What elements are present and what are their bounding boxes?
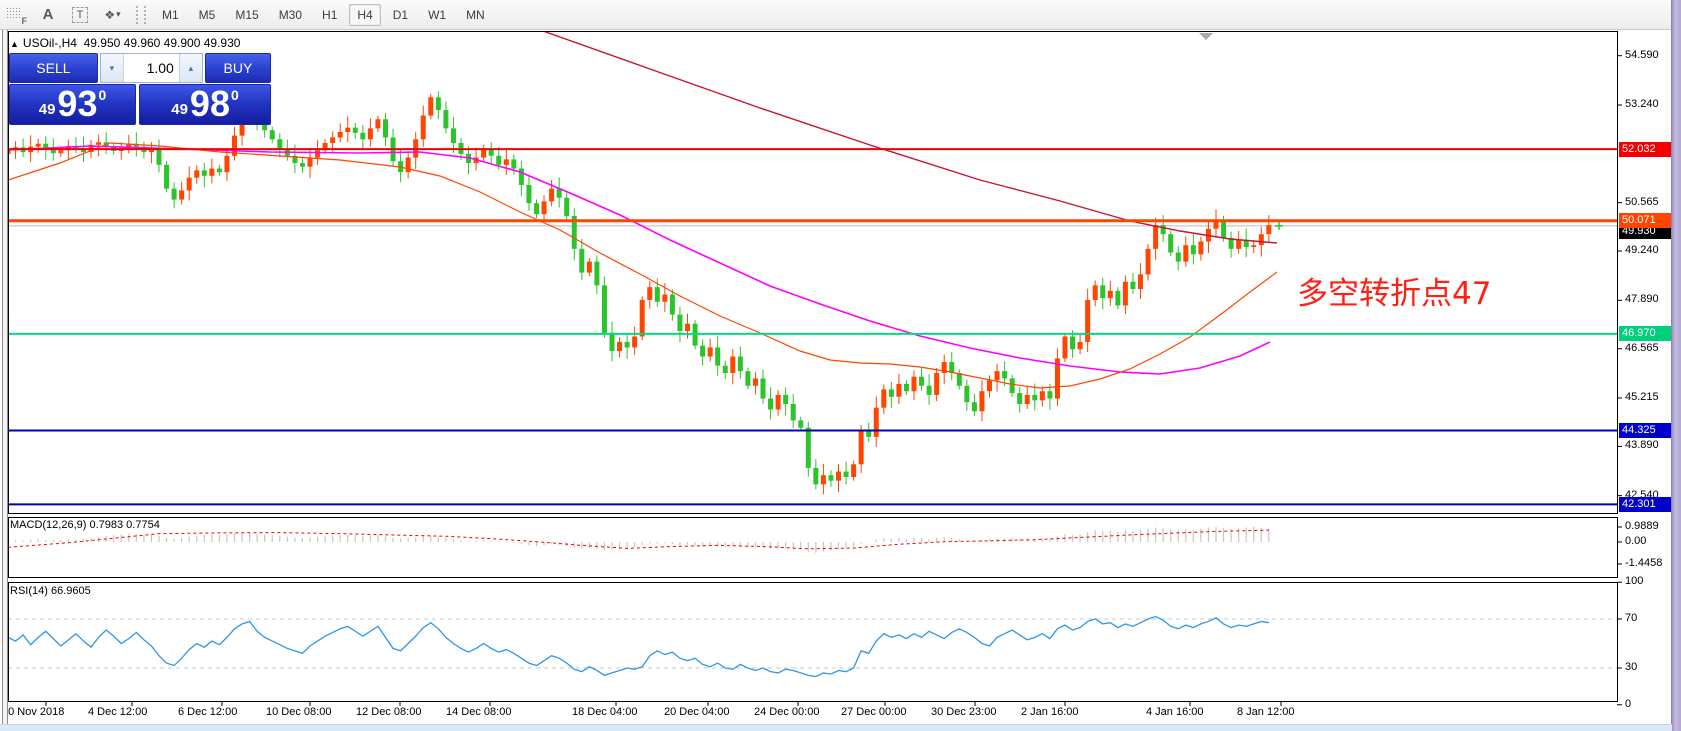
- date-axis-label: 30 Nov 2018: [2, 706, 65, 718]
- macd-label: MACD(12,26,9) 0.7983 0.7754: [10, 519, 160, 531]
- macd-frame: [8, 517, 1618, 578]
- macd-signal-line: [8, 529, 1269, 550]
- candlesticks: [8, 91, 1283, 495]
- price-badge-50.071: 50.071: [1619, 213, 1672, 229]
- date-axis-label: 30 Dec 23:00: [931, 706, 997, 718]
- rsi-line: [8, 615, 1269, 678]
- symbol-name: USOil-,H4: [22, 36, 77, 50]
- main-chart-frame: [8, 31, 1618, 514]
- date-axis-label: 24 Dec 00:00: [754, 706, 820, 718]
- price-axis-label: 47.890: [1625, 293, 1659, 306]
- price-badge-42.301: 42.301: [1619, 496, 1672, 512]
- chevron-down-icon: ▾: [116, 9, 120, 19]
- timeframe-button-D1[interactable]: D1: [392, 7, 409, 22]
- date-axis-label: 2 Jan 16:00: [1021, 706, 1079, 718]
- timeframe-button-M15[interactable]: M15: [235, 7, 259, 22]
- toolbar-drag-grip[interactable]: [136, 5, 146, 24]
- symbol-ohlc-quote: 49.950 49.960 49.900 49.930: [83, 36, 241, 50]
- price-axis-label: 50.565: [1625, 195, 1659, 208]
- buy-button[interactable]: BUY: [204, 53, 271, 83]
- rsi-axis-label: 100: [1625, 575, 1644, 588]
- annotation-text: 多空转折点47: [1297, 276, 1492, 312]
- sell-button[interactable]: SELL: [9, 53, 98, 83]
- date-axis-label: 12 Dec 08:00: [356, 706, 422, 718]
- symbol-title: ▲ USOil-,H4 49.950 49.960 49.900 49.930: [10, 36, 240, 50]
- collapse-panel-icon[interactable]: ▲: [10, 39, 19, 49]
- price-axis-label: 45.215: [1625, 390, 1659, 403]
- rsi-label: RSI(14) 66.9605: [10, 585, 91, 597]
- timeframe-button-M1[interactable]: M1: [162, 7, 179, 22]
- window-left-frame: [2, 30, 8, 724]
- timeframe-button-H1[interactable]: H1: [322, 7, 338, 22]
- rsi-axis-label: 0: [1625, 697, 1632, 710]
- price-badge-52.032: 52.032: [1619, 141, 1672, 157]
- buy-price-tile[interactable]: 49 98 0: [139, 84, 271, 125]
- text-box-icon[interactable]: T: [67, 3, 93, 27]
- price-axis-label: 49.240: [1625, 244, 1659, 257]
- toolbar: F A T ❖ ▾ M1 M5 M15 M30 H1 H4 D1 W1 MN: [0, 0, 1681, 30]
- sell-price-whole: 49: [38, 101, 56, 118]
- macd-axis-label: 0.00: [1625, 535, 1647, 547]
- objects-sort-icon[interactable]: ❖ ▾: [104, 7, 120, 22]
- buy-price-big-digits: 98: [189, 83, 230, 124]
- macd-axis-label: -1.4458: [1625, 556, 1663, 569]
- ma-slow-crimson: [542, 31, 1278, 244]
- date-axis-label: 4 Jan 16:00: [1146, 706, 1204, 718]
- timeframe-button-M30[interactable]: M30: [278, 7, 303, 22]
- volume-input[interactable]: 1.00: [123, 54, 179, 82]
- status-strip: [0, 724, 1672, 731]
- price-badge-44.325: 44.325: [1619, 422, 1672, 438]
- buy-price-whole: 49: [171, 101, 188, 118]
- timeframe-button-W1[interactable]: W1: [428, 7, 447, 22]
- date-axis-label: 20 Dec 04:00: [664, 706, 730, 718]
- rsi-frame: [8, 582, 1618, 702]
- price-axis-label: 54.590: [1625, 48, 1659, 61]
- macd-axis-label: 0.9889: [1625, 519, 1659, 532]
- volume-increase-button[interactable]: ▴: [178, 54, 202, 82]
- date-axis-label: 8 Jan 12:00: [1237, 706, 1295, 718]
- one-click-trading-panel: SELL ▾ 1.00 ▴ BUY 49 93 0 49 98 0: [9, 53, 271, 125]
- volume-stepper: ▾ 1.00 ▴: [99, 53, 203, 83]
- rsi-axis-label: 70: [1625, 612, 1638, 624]
- price-axis-label: 46.565: [1625, 341, 1659, 354]
- buy-price-pip: 0: [230, 87, 239, 103]
- date-axis-label: 27 Dec 00:00: [841, 706, 907, 718]
- ma-medium-magenta: [8, 145, 1271, 375]
- sell-price-big-digits: 93: [57, 83, 98, 124]
- sell-price-pip: 0: [98, 87, 107, 103]
- ma-fast-orange: [8, 142, 1278, 389]
- date-axis-label: 14 Dec 08:00: [446, 706, 512, 718]
- date-axis-label: 18 Dec 04:00: [572, 706, 638, 718]
- sell-price-tile[interactable]: 49 93 0: [9, 83, 137, 125]
- vertical-scrollbar[interactable]: [1671, 0, 1681, 731]
- timeframe-button-MN[interactable]: MN: [466, 7, 485, 22]
- date-axis-label: 10 Dec 08:00: [266, 706, 332, 718]
- date-axis-label: 6 Dec 12:00: [178, 706, 238, 718]
- volume-decrease-button[interactable]: ▾: [100, 54, 124, 82]
- price-axis-label: 53.240: [1625, 98, 1659, 110]
- price-badge-46.970: 46.970: [1619, 326, 1672, 342]
- timeframe-buttons: M1 M5 M15 M30 H1 H4 D1 W1 MN: [152, 3, 495, 26]
- timeframe-button-M5[interactable]: M5: [198, 7, 216, 22]
- date-axis-label: 4 Dec 12:00: [88, 706, 148, 718]
- text-annotation-icon[interactable]: A: [42, 6, 54, 23]
- rsi-axis-label: 30: [1625, 661, 1638, 673]
- chart-shift-marker-icon[interactable]: [1199, 33, 1213, 40]
- quick-format-icon[interactable]: F: [3, 3, 29, 27]
- timeframe-button-H4[interactable]: H4: [349, 3, 381, 26]
- price-axis-label: 43.890: [1625, 439, 1659, 452]
